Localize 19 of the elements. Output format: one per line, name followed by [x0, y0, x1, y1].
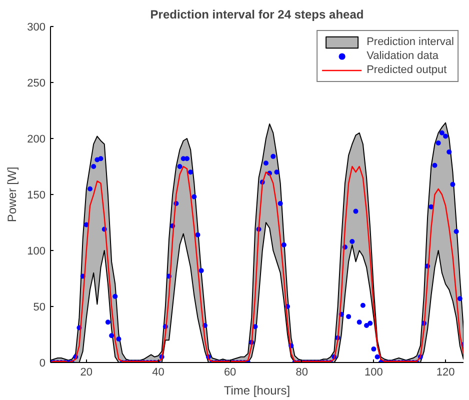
x-axis-title: Time [hours] [224, 384, 290, 398]
y-tick-label: 100 [27, 246, 46, 258]
chart-title: Prediction interval for 24 steps ahead [150, 8, 364, 22]
y-tick-label: 200 [27, 134, 46, 146]
legend-label: Prediction interval [366, 35, 454, 49]
x-tick-label: 40 [152, 366, 164, 378]
x-tick-label: 20 [80, 366, 93, 378]
x-tick-label: 100 [364, 366, 383, 378]
x-tick-label: 80 [296, 366, 308, 378]
y-tick-label: 0 [39, 358, 46, 370]
y-tick-label: 300 [27, 22, 46, 34]
y-axis-title: Power [W] [5, 166, 20, 222]
legend-label: Validation data [366, 49, 439, 63]
legend-label: Predicted output [366, 63, 447, 77]
x-tick-label: 120 [436, 366, 455, 378]
y-tick-label: 250 [27, 78, 46, 90]
y-tick-label: 50 [33, 302, 46, 314]
y-tick-label: 150 [27, 190, 46, 202]
x-tick-label: 60 [224, 366, 236, 378]
